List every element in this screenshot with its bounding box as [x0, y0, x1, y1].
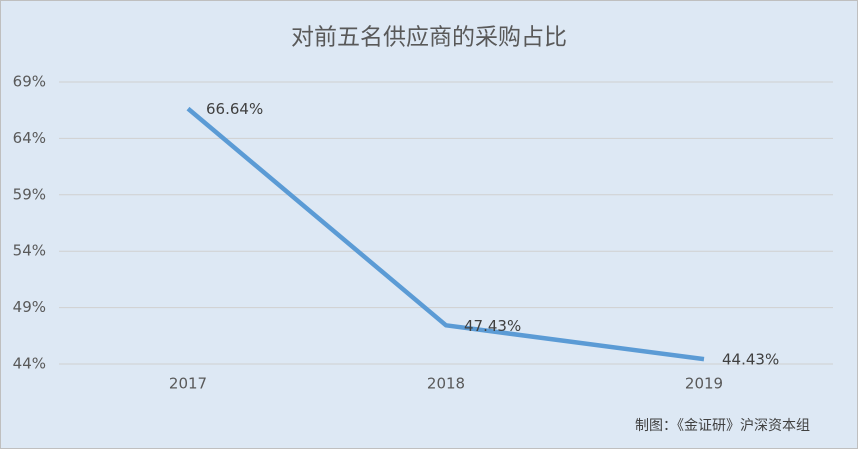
annotation: 制图：《金证研》沪深资本组	[635, 418, 810, 434]
chart-title: 对前五名供应商的采购占比	[291, 25, 567, 51]
data-label: 44.43%	[722, 351, 779, 369]
x-tick-label: 2017	[169, 375, 207, 393]
y-tick-label: 44%	[13, 355, 46, 373]
x-tick-label: 2019	[685, 375, 723, 393]
y-tick-label: 59%	[13, 185, 46, 203]
y-tick-label: 54%	[13, 242, 46, 260]
y-tick-label: 64%	[13, 129, 46, 147]
x-tick-label: 2018	[427, 375, 465, 393]
line	[186, 106, 705, 362]
y-tick-label: 49%	[13, 298, 46, 316]
y-tick-label: 69%	[13, 73, 46, 91]
data-label: 47.43%	[464, 317, 521, 335]
data-label: 66.64%	[206, 100, 263, 118]
